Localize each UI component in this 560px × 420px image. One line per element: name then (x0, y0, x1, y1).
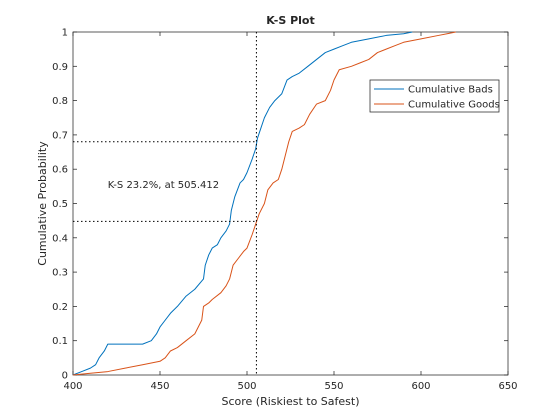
y-axis-title: Cumulative Probability (36, 141, 49, 266)
y-tick-labels: 0 0.1 0.2 0.3 0.4 0.5 0.6 0.7 0.8 0.9 1 (52, 28, 68, 382)
ks-markers (73, 32, 257, 375)
series-line-cumulative-bads (72, 31, 413, 376)
x-tick-label: 600 (411, 381, 430, 392)
x-tick-label: 550 (324, 381, 343, 392)
legend-label-goods: Cumulative Goods (408, 100, 500, 111)
x-tick-label: 650 (498, 381, 517, 392)
y-tick-label: 0.8 (52, 96, 68, 107)
legend-label-bads: Cumulative Bads (408, 85, 493, 96)
y-tick-label: 0.1 (52, 336, 68, 347)
axis-ticks (72, 31, 509, 376)
legend: Cumulative Bads Cumulative Goods (369, 79, 500, 113)
legend-box (369, 79, 500, 113)
x-tick-label: 450 (150, 381, 169, 392)
series-line-cumulative-goods (72, 31, 456, 376)
y-tick-label: 0.9 (52, 62, 68, 73)
y-tick-label: 0.4 (52, 233, 68, 244)
y-tick-label: 1 (62, 28, 68, 39)
y-tick-label: 0.7 (52, 130, 68, 141)
chart-title: K-S Plot (266, 14, 315, 27)
ks-annotation: K-S 23.2%, at 505.412 (108, 180, 219, 191)
y-tick-label: 0.2 (52, 302, 68, 313)
y-tick-label: 0.5 (52, 199, 68, 210)
x-tick-label: 500 (237, 381, 256, 392)
x-tick-label: 400 (63, 381, 82, 392)
series-layer (72, 31, 456, 376)
y-tick-label: 0.3 (52, 268, 68, 279)
x-tick-labels: 400 450 500 550 600 650 (63, 381, 517, 392)
y-tick-label: 0 (62, 371, 68, 382)
x-axis-title: Score (Riskiest to Safest) (222, 395, 360, 408)
y-tick-label: 0.6 (52, 165, 68, 176)
